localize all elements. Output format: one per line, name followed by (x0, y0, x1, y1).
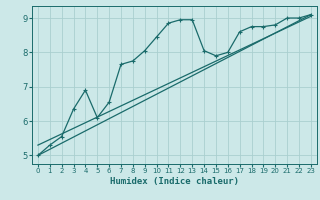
X-axis label: Humidex (Indice chaleur): Humidex (Indice chaleur) (110, 177, 239, 186)
